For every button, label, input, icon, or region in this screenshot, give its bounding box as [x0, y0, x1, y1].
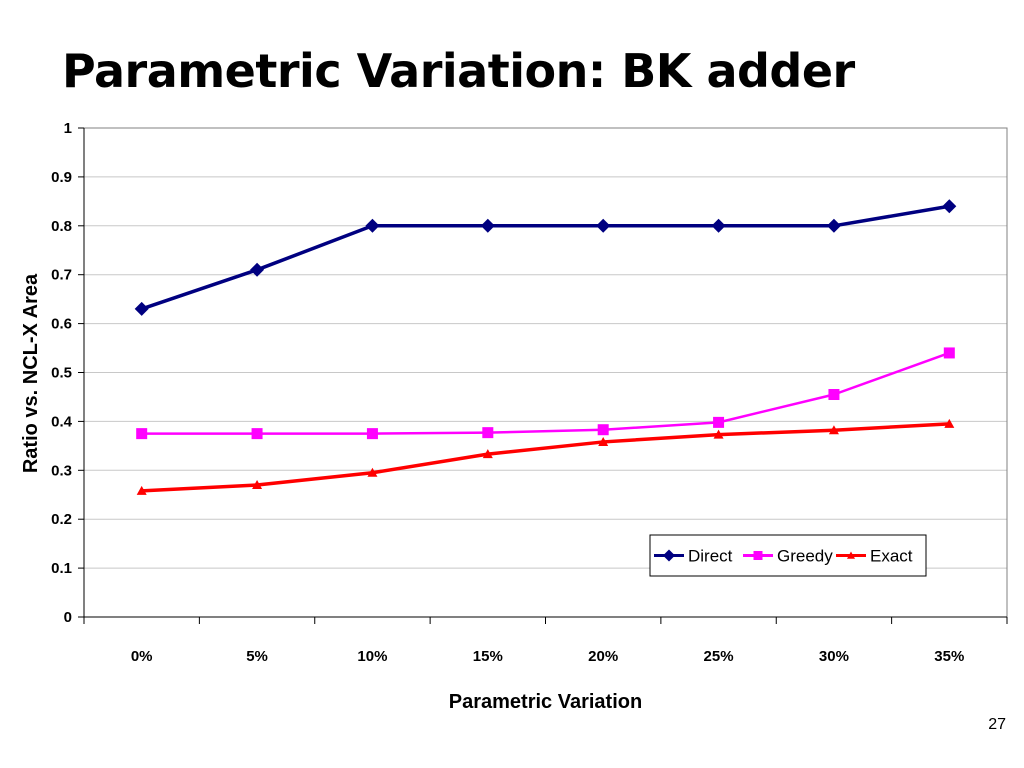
series-lines: [134, 199, 957, 495]
data-point-greedy: [597, 424, 609, 436]
data-point-exact: [598, 436, 609, 446]
data-point-greedy: [943, 347, 955, 359]
data-point-greedy: [136, 428, 148, 440]
data-point-exact: [252, 479, 263, 489]
x-tick-label: 20%: [588, 648, 618, 665]
data-point-greedy: [828, 389, 840, 401]
data-point-direct: [480, 218, 495, 233]
data-point-direct: [134, 301, 149, 316]
data-point-greedy: [713, 416, 725, 428]
data-point-greedy: [251, 428, 263, 440]
legend-box: [649, 534, 927, 577]
tick-labels: 00.10.20.30.40.50.60.70.80.910% 5% 10% 15% 2…: [51, 120, 964, 665]
y-tick-label: 0.4: [51, 413, 73, 430]
legend-marker-exact: [847, 551, 855, 559]
data-point-greedy: [482, 427, 494, 439]
y-tick-label: 0.8: [51, 218, 72, 235]
legend-marker-greedy: [753, 551, 763, 560]
y-axis-title: Ratio vs. NCL-X Area: [20, 273, 42, 473]
data-point-greedy: [366, 428, 378, 440]
series-exact: [136, 418, 955, 495]
series-line-exact: [141, 422, 950, 493]
legend-label-direct: Direct: [688, 547, 733, 566]
x-tick-label: 10%: [357, 648, 387, 665]
data-point-exact: [136, 485, 147, 495]
data-point-exact: [482, 449, 493, 459]
axes: [78, 127, 1008, 624]
data-point-exact: [944, 418, 955, 428]
data-point-exact: [713, 429, 724, 439]
data-point-exact: [828, 425, 839, 435]
y-tick-label: 0.9: [51, 169, 72, 186]
gridlines: [84, 127, 1007, 569]
page-number: 27: [988, 716, 1006, 733]
data-point-direct: [942, 199, 957, 214]
x-tick-label: 5%: [246, 648, 268, 665]
x-tick-label: 30%: [819, 648, 849, 665]
legend-marker-direct: [663, 549, 675, 562]
x-tick-label: 0%: [131, 648, 153, 665]
y-tick-label: 0.2: [51, 511, 72, 528]
series-line-greedy: [141, 351, 950, 435]
series-line-direct: [141, 204, 950, 311]
legend-label-exact: Exact: [870, 547, 913, 566]
data-point-direct: [365, 218, 380, 233]
legend-label-greedy: Greedy: [777, 547, 833, 566]
data-point-direct: [711, 218, 726, 233]
y-tick-label: 0.6: [51, 316, 72, 333]
series-greedy: [136, 347, 955, 440]
series-direct: [134, 199, 957, 316]
slide-title: Parametric Variation: BK adder: [62, 44, 855, 98]
y-tick-label: 0.3: [51, 462, 72, 479]
y-tick-label: 0.7: [51, 267, 72, 284]
x-tick-label: 35%: [934, 648, 964, 665]
data-point-exact: [367, 467, 378, 477]
y-tick-label: 0: [64, 609, 72, 626]
y-tick-label: 0.1: [51, 560, 72, 577]
x-axis-title: Parametric Variation: [449, 691, 642, 713]
legend: Direct Greedy Exact: [649, 534, 927, 577]
data-point-direct: [826, 218, 841, 233]
x-tick-label: 25%: [704, 648, 734, 665]
x-tick-label: 15%: [473, 648, 503, 665]
y-tick-label: 1: [64, 120, 72, 137]
data-point-direct: [596, 218, 611, 233]
y-tick-label: 0.5: [51, 365, 72, 382]
data-point-direct: [250, 262, 265, 277]
